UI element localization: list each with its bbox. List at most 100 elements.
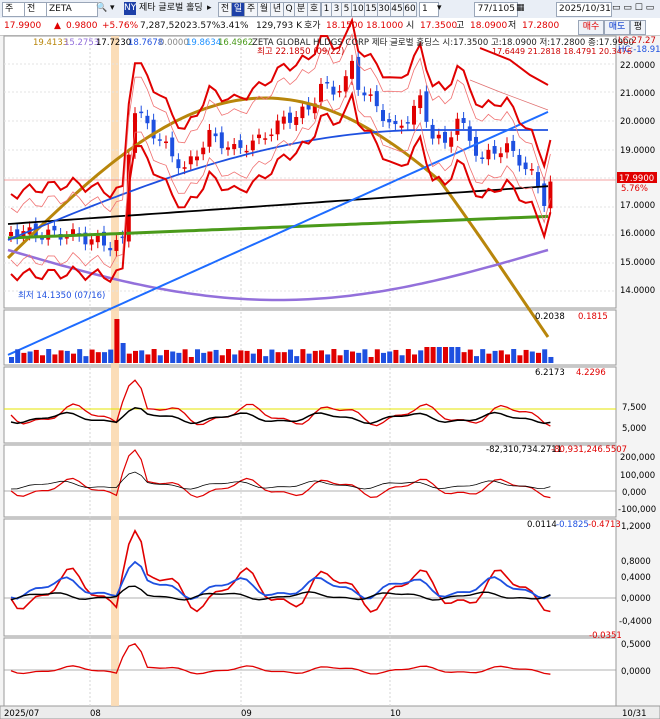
candle bbox=[71, 229, 75, 235]
ma-legend: 19.4133 15.2753 17.7230 18.7678 0.0000 1… bbox=[33, 38, 253, 48]
volume-bar bbox=[492, 350, 498, 363]
ind2-y-tick: -100,000 bbox=[618, 505, 656, 515]
candle bbox=[102, 231, 106, 246]
evaluate-button[interactable]: 평 bbox=[630, 20, 646, 35]
current-price-tag: 17.9900 bbox=[619, 174, 654, 184]
grid-lines bbox=[4, 36, 616, 706]
volume-bar bbox=[269, 349, 275, 363]
candle bbox=[188, 156, 193, 165]
candle bbox=[387, 119, 392, 123]
interval-custom-input[interactable]: 1 bbox=[419, 2, 439, 17]
ma-legend-4: 18.7678 bbox=[128, 38, 163, 48]
price-panel[interactable] bbox=[3, 35, 617, 309]
ind2-black bbox=[10, 471, 551, 490]
y-tick: 14.0000 bbox=[620, 286, 655, 296]
volume-bar bbox=[275, 352, 281, 363]
volume-bar bbox=[536, 352, 541, 363]
candle bbox=[201, 147, 206, 155]
volume: 7,287,520 bbox=[140, 21, 186, 31]
sell-button[interactable]: 매도 bbox=[604, 20, 630, 35]
candle bbox=[52, 225, 57, 231]
volume-bar bbox=[188, 356, 194, 363]
candle bbox=[195, 156, 199, 161]
volume-bar bbox=[436, 347, 442, 363]
period-tick-button[interactable]: 호 bbox=[307, 2, 321, 17]
bar-counter[interactable]: 77/1105 bbox=[474, 2, 518, 17]
ind3-y-tick: 0,4000 bbox=[621, 573, 651, 583]
volume-bar bbox=[356, 352, 362, 363]
ind3-value-a: 0.0114 bbox=[527, 520, 557, 530]
candle bbox=[120, 236, 125, 239]
volume-bars bbox=[9, 319, 554, 363]
candle bbox=[343, 76, 348, 92]
ind3-y-tick: 0,8000 bbox=[621, 557, 651, 567]
candle bbox=[182, 167, 187, 169]
chevron-down-icon[interactable]: ▾ bbox=[110, 3, 115, 13]
candle bbox=[350, 60, 354, 79]
candle bbox=[257, 134, 261, 139]
volume-bar bbox=[517, 355, 523, 363]
more-icon[interactable]: ▸ bbox=[207, 3, 212, 13]
symbol-input[interactable]: ZETA bbox=[46, 2, 98, 17]
hc-label: HC:-18.91 bbox=[618, 45, 660, 55]
quote-label: 호가 bbox=[304, 21, 321, 31]
candle bbox=[83, 232, 88, 245]
mode-dropdown[interactable]: 전 bbox=[24, 2, 48, 17]
volume-bar bbox=[226, 349, 231, 363]
volume-bar bbox=[381, 352, 386, 363]
interval-60-button[interactable]: 60 bbox=[403, 2, 417, 17]
market-badge: NY bbox=[124, 2, 137, 15]
volume-bar bbox=[418, 350, 424, 363]
x-label: 2025/07 bbox=[4, 709, 39, 719]
high-price: 18.0900 bbox=[470, 21, 508, 31]
x-axis-bar bbox=[0, 705, 660, 719]
y-tick: 22.0000 bbox=[620, 61, 655, 71]
volume-bar bbox=[325, 354, 331, 363]
interval-10-button[interactable]: 10 bbox=[351, 2, 365, 17]
volume-bar bbox=[374, 349, 380, 363]
volume-bar bbox=[387, 351, 393, 363]
volume-bar bbox=[294, 356, 300, 363]
ma-blue2 bbox=[7, 110, 549, 356]
candle bbox=[170, 137, 175, 157]
volume-bar bbox=[102, 352, 107, 363]
ind3-y-tick: -0,4000 bbox=[619, 617, 652, 627]
volume-bar bbox=[15, 349, 21, 363]
ind1-value-a: 6.2173 bbox=[535, 368, 565, 378]
band-lower bbox=[10, 91, 552, 284]
x-label: 10 bbox=[390, 709, 401, 719]
date-input[interactable]: 2025/10/31 bbox=[556, 2, 612, 17]
candle bbox=[176, 159, 181, 169]
volume-bar bbox=[281, 352, 287, 363]
calendar-icon[interactable]: ▦ bbox=[516, 3, 525, 13]
window-controls[interactable]: ▭ ▭ ☐ ▭ bbox=[612, 3, 655, 13]
indicator4-panel[interactable] bbox=[3, 637, 617, 707]
candle bbox=[15, 229, 20, 239]
indicator2-panel[interactable] bbox=[3, 444, 617, 518]
volume-bar bbox=[201, 352, 207, 363]
chevron-down-icon[interactable]: ▾ bbox=[437, 3, 442, 13]
search-icon[interactable]: 🔍 bbox=[96, 3, 108, 13]
volume-bar bbox=[139, 350, 145, 363]
y-tick: 17.0000 bbox=[620, 201, 655, 211]
candle bbox=[517, 154, 522, 166]
period-day-button[interactable]: 일 bbox=[231, 2, 245, 17]
volume-bar bbox=[195, 349, 200, 363]
volume-bar bbox=[108, 349, 114, 363]
ind1-y-tick: 5,000 bbox=[622, 424, 646, 434]
y-tick: 16.0000 bbox=[620, 229, 655, 239]
y-tick: 15.0000 bbox=[620, 258, 655, 268]
period-quarter-button[interactable]: Q bbox=[283, 2, 295, 17]
volume-bar bbox=[133, 350, 138, 363]
indicator1-panel[interactable] bbox=[3, 366, 617, 444]
candle bbox=[505, 143, 509, 153]
buy-button[interactable]: 매수 bbox=[578, 20, 604, 35]
volume-bar bbox=[306, 353, 312, 363]
open-price: 17.3500 bbox=[420, 21, 458, 31]
volume-bar bbox=[486, 353, 492, 363]
indicator3-panel[interactable] bbox=[3, 518, 617, 637]
candle bbox=[412, 105, 416, 125]
volume-bar bbox=[511, 349, 517, 363]
candle bbox=[511, 140, 516, 151]
